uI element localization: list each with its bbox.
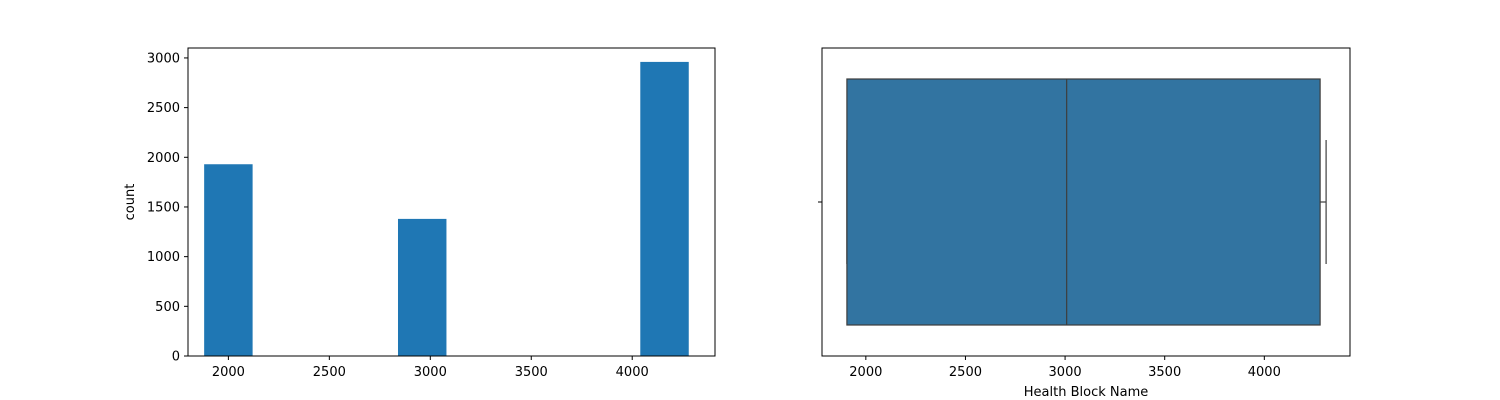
- histogram-x-tick-label: 3000: [414, 365, 447, 380]
- histogram-y-tick-label: 1000: [147, 250, 180, 265]
- histogram-bar: [640, 61, 689, 357]
- histogram-x-ticks: 2000 2500 3000 3500 4000: [212, 356, 649, 380]
- boxplot-axes-frame: [821, 47, 1351, 357]
- histogram-y-tick-label: 2000: [147, 151, 180, 166]
- histogram-x-tick-label: 2000: [212, 365, 245, 380]
- boxplot-x-tick-label: 2500: [949, 365, 982, 380]
- boxplot-x-ticks: 2000 2500 3000 3500 4000: [849, 356, 1281, 380]
- histogram-axes-frame: [187, 47, 716, 357]
- boxplot-x-tick-label: 3000: [1049, 365, 1082, 380]
- histogram-y-axis-label: count: [123, 184, 138, 221]
- boxplot-x-tick-label: 3500: [1148, 365, 1181, 380]
- histogram-y-tick-label: 1500: [147, 200, 180, 215]
- boxplot-box: [846, 78, 1321, 326]
- boxplot-box-group: [846, 78, 1327, 326]
- histogram-panel: 0 500 1000 1500 2000 2500 3000 2000 2500 3000 350…: [123, 47, 716, 380]
- boxplot-x-tick-label: 4000: [1248, 365, 1281, 380]
- histogram-bar: [204, 164, 253, 356]
- histogram-y-tick-label: 2500: [147, 101, 180, 116]
- histogram-y-tick-label: 3000: [147, 51, 180, 66]
- histogram-bars: [204, 61, 689, 357]
- histogram-x-tick-label: 2500: [313, 365, 346, 380]
- boxplot-panel: 2000 2500 3000 3500 4000 Health Block Name: [818, 47, 1351, 400]
- histogram-y-tick-label: 500: [155, 300, 180, 315]
- histogram-x-tick-label: 4000: [616, 365, 649, 380]
- histogram-bar: [397, 218, 447, 356]
- histogram-x-tick-label: 3500: [515, 365, 548, 380]
- boxplot-x-tick-label: 2000: [849, 365, 882, 380]
- histogram-y-ticks: 0 500 1000 1500 2000 2500 3000: [147, 51, 188, 365]
- histogram-y-tick-label: 0: [172, 350, 180, 365]
- boxplot-x-axis-label: Health Block Name: [1024, 385, 1148, 400]
